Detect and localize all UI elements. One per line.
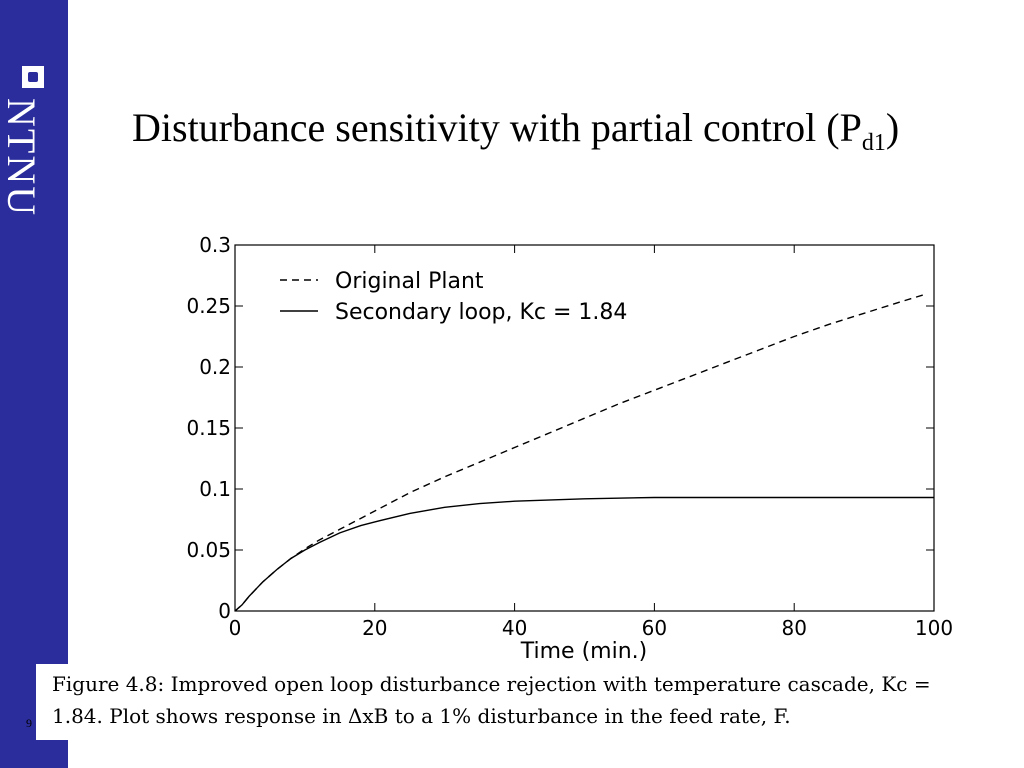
- y-tick-label: 0.25: [186, 294, 231, 318]
- ntnu-brand-text: NTNU: [0, 98, 44, 218]
- x-axis-label: Time (min.): [520, 639, 647, 664]
- y-tick-label: 0.1: [199, 477, 231, 501]
- x-tick-label: 0: [229, 616, 242, 640]
- slide-title-end: ): [885, 105, 900, 150]
- ntnu-logo-icon: [22, 66, 44, 88]
- series-layer: [234, 293, 934, 612]
- ticks-layer: 0 20 40 60 80 100 0 0.05 0.1 0.15 0.2 0.25 0.3: [186, 233, 953, 640]
- x-tick-label: 60: [642, 616, 667, 640]
- series-line-1: [234, 293, 928, 612]
- y-tick-label: 0.05: [186, 538, 231, 562]
- y-tick-label: 0.15: [186, 416, 231, 440]
- slide-title-subscript: d1: [861, 130, 886, 156]
- slide-title: Disturbance sensitivity with partial con…: [132, 104, 899, 157]
- legend-label-2: Secondary loop, Kc = 1.84: [335, 300, 627, 325]
- line-chart: 0 20 40 60 80 100 0 0.05 0.1 0.15 0.2 0.25 0.3 Origi…: [186, 233, 953, 664]
- series-line-2: [234, 496, 934, 612]
- y-tick-label: 0: [218, 599, 231, 623]
- legend-label-1: Original Plant: [335, 269, 484, 294]
- ntnu-logo-inner: [28, 72, 38, 82]
- y-tick-label: 0.3: [199, 233, 231, 257]
- caption-line-1: Figure 4.8: Improved open loop disturban…: [52, 672, 931, 696]
- legend: Original Plant Secondary loop, Kc = 1.84: [280, 269, 627, 325]
- x-tick-label: 40: [502, 616, 527, 640]
- x-tick-label: 100: [915, 616, 953, 640]
- caption-line-2: 1.84. Plot shows response in ΔxB to a 1%…: [52, 704, 791, 728]
- y-tick-label: 0.2: [199, 355, 231, 379]
- x-tick-label: 20: [362, 616, 387, 640]
- x-tick-label: 80: [781, 616, 806, 640]
- slide-title-main: Disturbance sensitivity with partial con…: [132, 105, 862, 150]
- page-number: 9: [26, 716, 32, 730]
- sidebar: NTNU: [0, 0, 68, 768]
- figure-caption: Figure 4.8: Improved open loop disturban…: [36, 664, 1024, 740]
